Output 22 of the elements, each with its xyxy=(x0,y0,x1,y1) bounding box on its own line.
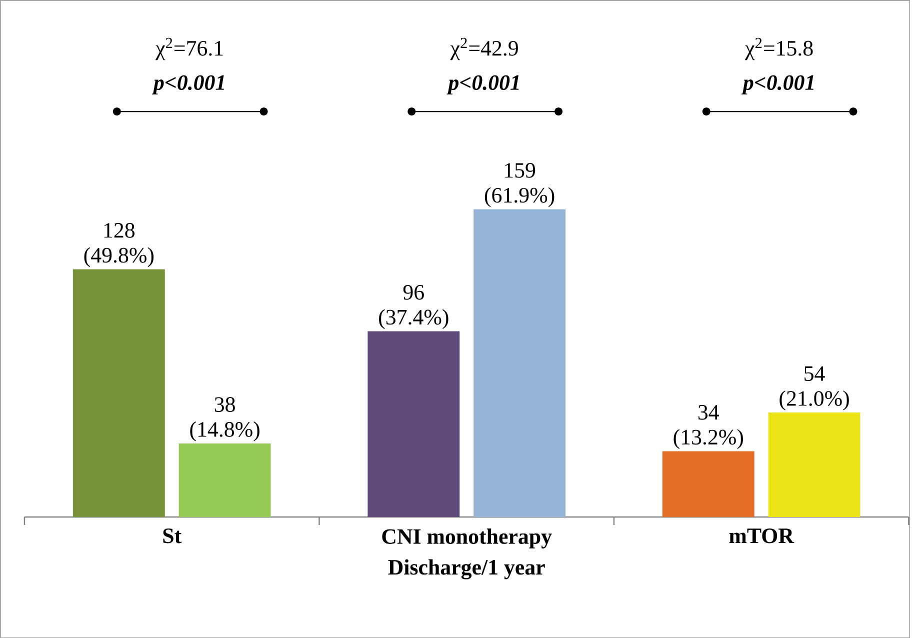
bar xyxy=(768,412,860,517)
data-label: 159 (61.9%) xyxy=(484,162,554,207)
text: χ$^{2}$=42.9 xyxy=(450,38,518,60)
bar xyxy=(368,331,460,517)
data-label: 96 (37.4%) xyxy=(379,284,448,329)
text: χ$^{2}$=76.1 xyxy=(156,38,223,60)
bar xyxy=(474,209,566,517)
data-label: 54 (21.0%) xyxy=(780,366,849,410)
data-label: 38 (14.8%) xyxy=(190,396,260,442)
data-label: 128 (49.8%) xyxy=(84,222,154,267)
x-tick-label: CNI monotherapy xyxy=(382,528,552,548)
text: χ$^{2}$=15.8 xyxy=(745,38,813,60)
bar xyxy=(662,451,754,517)
text: p<0.001 xyxy=(152,75,224,94)
bar xyxy=(178,443,271,517)
text: p<0.001 xyxy=(446,75,519,94)
x-tick-label: mTOR xyxy=(729,528,794,544)
text: p<0.001 xyxy=(741,75,814,94)
bar xyxy=(72,269,165,517)
data-label: 34 (13.2%) xyxy=(674,404,743,449)
x-tick-label: St xyxy=(163,528,182,544)
x-axis-title: Discharge/1 year xyxy=(388,559,545,580)
